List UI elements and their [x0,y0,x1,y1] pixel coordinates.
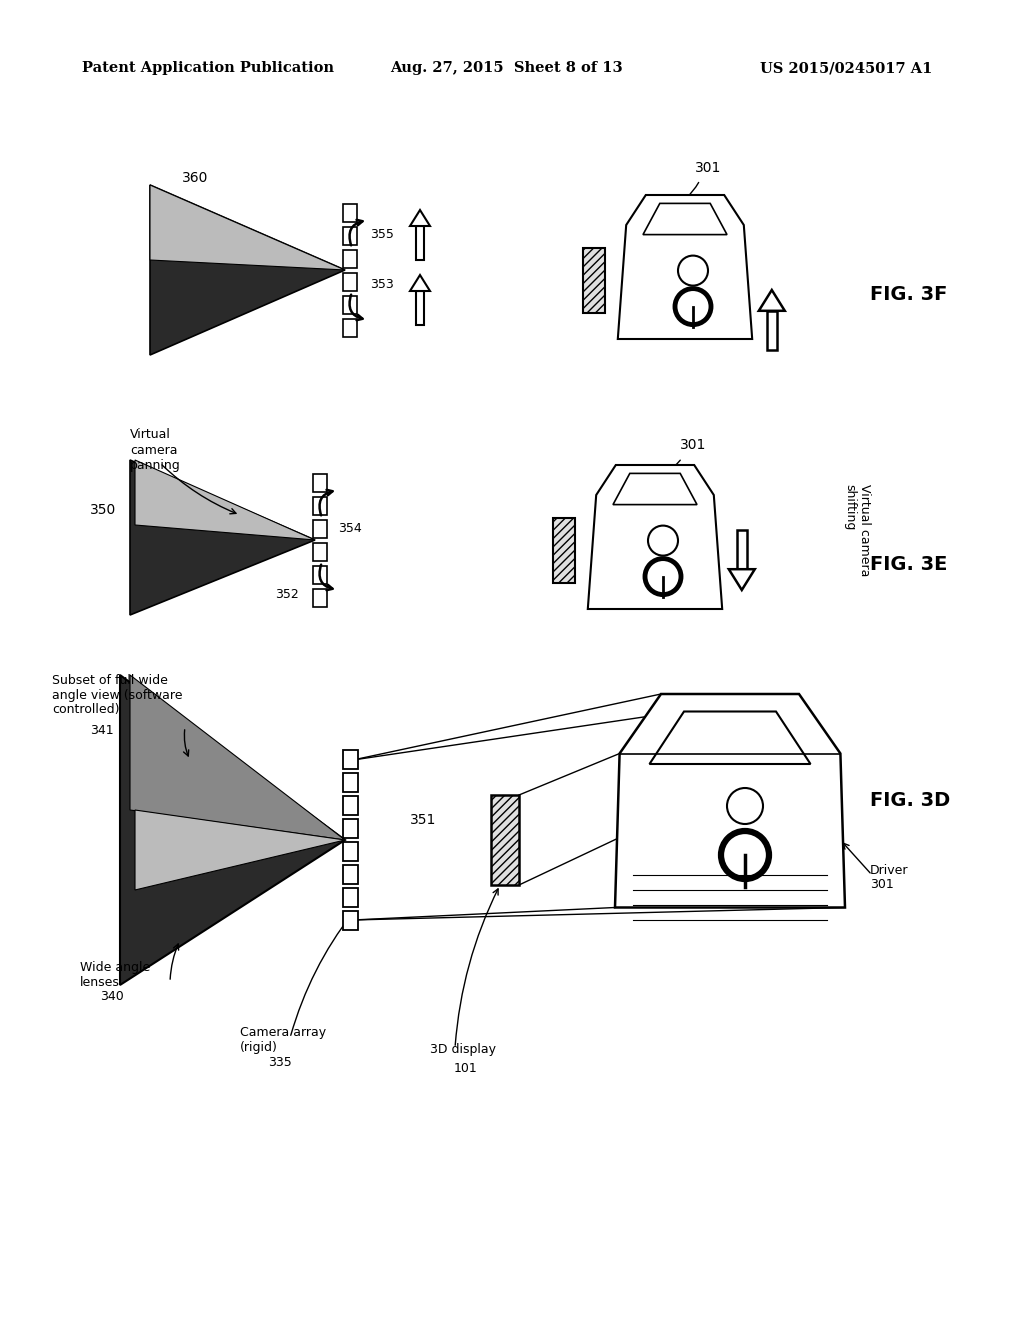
Bar [342,774,357,792]
Bar [342,842,357,861]
Bar [342,796,357,814]
Bar [342,911,357,931]
Text: FIG. 3D: FIG. 3D [870,791,950,809]
Bar [737,531,746,569]
Text: 350: 350 [90,503,117,517]
Text: Wide angle
lenses: Wide angle lenses [80,961,151,989]
Text: Camera array
(rigid): Camera array (rigid) [240,1026,326,1053]
Bar [553,517,575,582]
Bar [313,565,327,583]
Polygon shape [135,810,345,890]
Bar [767,310,777,350]
Polygon shape [130,459,315,615]
Bar [343,227,357,244]
Polygon shape [729,569,755,590]
Bar [490,795,519,884]
Circle shape [648,525,678,556]
Polygon shape [617,195,753,339]
Text: 354: 354 [338,521,361,535]
Text: 335: 335 [268,1056,292,1068]
Bar [343,318,357,337]
Text: 101: 101 [454,1061,478,1074]
Polygon shape [643,203,727,235]
Polygon shape [410,275,430,290]
Text: 340: 340 [100,990,124,1003]
Text: 341: 341 [90,723,114,737]
Bar [416,226,424,260]
Bar [342,750,357,770]
Text: 301: 301 [870,879,894,891]
Polygon shape [759,290,784,310]
Bar [416,290,424,325]
Text: US 2015/0245017 A1: US 2015/0245017 A1 [760,61,933,75]
Polygon shape [649,711,811,764]
Bar [583,248,605,313]
Bar [343,203,357,222]
Text: 301: 301 [695,161,721,176]
Text: 3D display: 3D display [430,1044,496,1056]
Text: Virtual camera
shifting: Virtual camera shifting [843,484,871,577]
Text: FIG. 3F: FIG. 3F [870,285,947,305]
Polygon shape [410,210,430,226]
Polygon shape [150,185,345,355]
Text: Aug. 27, 2015  Sheet 8 of 13: Aug. 27, 2015 Sheet 8 of 13 [390,61,623,75]
Text: FIG. 3E: FIG. 3E [870,556,947,574]
Text: Virtual
camera
panning: Virtual camera panning [130,429,181,471]
Text: 360: 360 [182,172,208,185]
Circle shape [678,256,708,285]
Text: Patent Application Publication: Patent Application Publication [82,61,334,75]
Polygon shape [588,465,722,609]
Bar [343,272,357,290]
Polygon shape [120,675,345,985]
Bar [342,865,357,884]
Polygon shape [135,459,315,540]
Bar [313,589,327,606]
Text: 352: 352 [275,589,299,602]
Bar [313,496,327,515]
Bar [342,888,357,907]
Bar [343,296,357,314]
Bar [313,520,327,537]
Text: Subset of full wide
angle view (software
controlled): Subset of full wide angle view (software… [52,673,182,717]
Text: 351: 351 [410,813,436,828]
Bar [313,543,327,561]
Polygon shape [150,185,345,271]
Polygon shape [613,474,697,504]
Polygon shape [130,675,345,840]
Text: 353: 353 [370,277,394,290]
Text: Driver: Driver [870,863,908,876]
Text: 355: 355 [370,227,394,240]
Bar [342,818,357,838]
Circle shape [727,788,763,824]
Bar [343,249,357,268]
Bar [313,474,327,491]
Polygon shape [615,694,845,908]
Text: 301: 301 [680,438,707,451]
